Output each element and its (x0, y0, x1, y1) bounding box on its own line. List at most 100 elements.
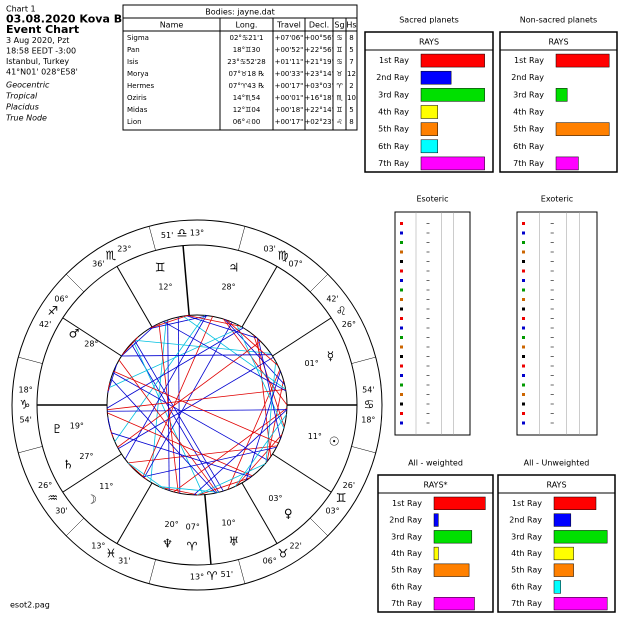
mini-glyph (400, 383, 403, 387)
planet-glyph: ♈ (187, 539, 198, 553)
bar (433, 530, 473, 544)
cusp-sign: ♉ (278, 546, 289, 560)
chart-header: RAYS (548, 38, 568, 47)
mini-glyph (400, 355, 403, 358)
category-label: 4th Ray (513, 108, 544, 117)
table-cell: 06°♌00 (233, 118, 261, 126)
mini-glyph (400, 326, 403, 330)
cusp-min: 22' (289, 541, 301, 550)
category-label: 7th Ray (391, 599, 422, 608)
category-label: 3rd Ray (511, 532, 542, 541)
aspect-line (134, 340, 224, 492)
planet-degree: 28° (84, 340, 98, 349)
aspect-line (124, 315, 207, 460)
cusp-min: 51' (221, 570, 233, 579)
aspect-line (265, 361, 277, 463)
cusp-deg: 13° (91, 541, 105, 550)
bar (555, 156, 579, 171)
column-header: Name (160, 21, 184, 30)
category-label: 5th Ray (378, 125, 409, 134)
column-header: Long. (236, 21, 258, 30)
aspect-line (107, 383, 111, 392)
table-cell: 12 (347, 70, 356, 78)
mini-glyph (400, 421, 403, 425)
mini-glyph (522, 279, 525, 282)
aspect-line (127, 462, 165, 490)
cusp-deg: 06° (263, 556, 277, 565)
bar (555, 88, 568, 102)
mini-glyph (522, 374, 525, 377)
table-cell: 5 (349, 46, 353, 54)
mini-glyph (400, 307, 403, 311)
planet-glyph: ♆ (162, 536, 173, 550)
mini-glyph (522, 269, 525, 273)
mini-glyph (400, 402, 403, 406)
mini-glyph (400, 336, 403, 339)
mini-glyph (522, 393, 525, 396)
column-header: Sg (334, 21, 344, 30)
mini-glyph (400, 260, 403, 263)
planet-glyph: ♂ (69, 327, 80, 341)
cusp-min: 36' (92, 260, 104, 269)
bar (553, 580, 561, 594)
cusp-min: 42' (326, 295, 338, 304)
category-label: 5th Ray (391, 566, 422, 575)
table-cell: Morya (127, 70, 149, 78)
category-label: 6th Ray (511, 582, 542, 591)
table-cell: +00'17" (275, 118, 304, 126)
mini-glyph (400, 241, 403, 244)
mini-glyph (400, 345, 403, 349)
cusp-deg: 06° (54, 295, 68, 304)
category-label: 1st Ray (514, 56, 544, 65)
table-cell: ♌ (336, 118, 342, 126)
aspect-line (177, 316, 181, 494)
aspect-line (227, 369, 281, 490)
aspect-line (107, 388, 286, 411)
aspect-line (198, 477, 251, 496)
mini-glyph (522, 412, 525, 415)
sign-divider (18, 446, 43, 454)
planet-glyph: ♄ (63, 458, 74, 472)
mini-glyph (522, 307, 525, 311)
aspect-line (196, 463, 266, 496)
house-cusp (272, 317, 332, 357)
table-cell: 7 (349, 58, 353, 66)
category-label: 1st Ray (392, 499, 422, 508)
mini-glyph (400, 298, 403, 301)
planet-degree: 03° (268, 494, 282, 503)
category-label: 6th Ray (513, 142, 544, 151)
column-header: Hs (346, 21, 356, 30)
cusp-deg: 13° (190, 573, 204, 582)
category-label: 4th Ray (378, 108, 409, 117)
sign-divider (309, 274, 328, 293)
bar (433, 597, 475, 611)
setting: Placidus (6, 103, 39, 112)
table-cell: +01'11" (275, 58, 304, 66)
footer: esot2.pag (10, 601, 50, 610)
bar (420, 88, 485, 102)
table-cell: +07'06" (275, 34, 304, 42)
category-label: 3rd Ray (391, 532, 422, 541)
bar (420, 53, 485, 68)
table-cell: Isis (127, 58, 139, 66)
cusp-sign: ♋ (364, 398, 375, 412)
mini-glyph (522, 250, 525, 254)
header-line: 3 Aug 2020, Pzt (6, 36, 69, 45)
aspect-line (193, 409, 288, 496)
category-label: 6th Ray (378, 142, 409, 151)
aspect-line (107, 417, 112, 432)
mini-glyph (400, 412, 403, 415)
category-label: 1st Ray (379, 56, 409, 65)
cusp-min: 26' (343, 481, 355, 490)
planet-degree: 12° (158, 283, 172, 292)
cusp-min: 30' (55, 506, 67, 515)
category-label: 2nd Ray (376, 73, 409, 82)
category-label: 2nd Ray (389, 516, 422, 525)
table-cell: 8 (349, 118, 353, 126)
aspect-line (185, 315, 258, 339)
planet-glyph: ♃ (228, 260, 239, 274)
mini-glyph (522, 222, 525, 225)
aspect-line (167, 319, 170, 491)
header-line: Istanbul, Turkey (6, 57, 69, 66)
